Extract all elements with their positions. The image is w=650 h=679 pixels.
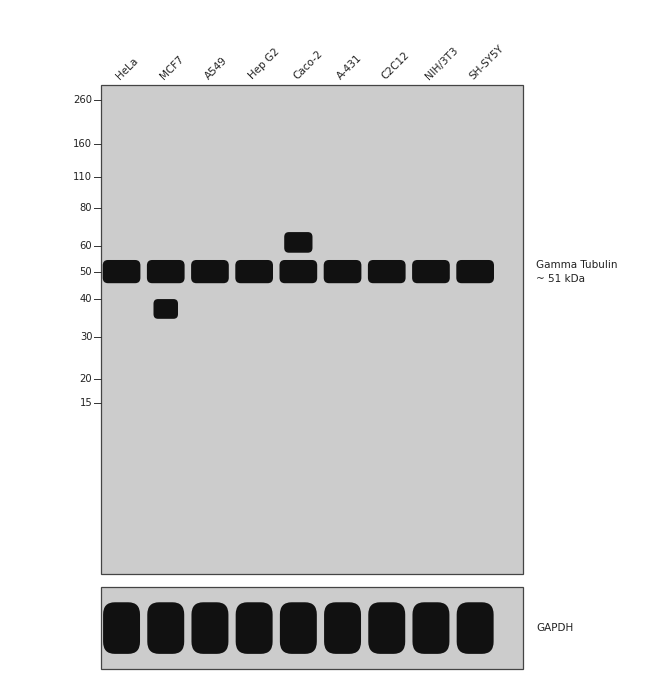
FancyBboxPatch shape: [236, 602, 272, 654]
FancyBboxPatch shape: [413, 602, 449, 654]
Text: Gamma Tubulin
~ 51 kDa: Gamma Tubulin ~ 51 kDa: [536, 259, 618, 284]
Text: 20: 20: [80, 374, 92, 384]
FancyBboxPatch shape: [456, 260, 494, 283]
FancyBboxPatch shape: [284, 232, 313, 253]
Text: Hep G2: Hep G2: [247, 47, 281, 81]
Text: 30: 30: [80, 333, 92, 342]
FancyBboxPatch shape: [368, 260, 406, 283]
FancyBboxPatch shape: [153, 299, 178, 319]
Text: 160: 160: [73, 139, 92, 149]
FancyBboxPatch shape: [192, 602, 228, 654]
Text: 110: 110: [73, 172, 92, 182]
FancyBboxPatch shape: [412, 260, 450, 283]
Text: MCF7: MCF7: [159, 54, 186, 81]
Text: HeLa: HeLa: [114, 56, 140, 81]
Text: 260: 260: [73, 96, 92, 105]
Text: 50: 50: [80, 267, 92, 276]
FancyBboxPatch shape: [457, 602, 493, 654]
FancyBboxPatch shape: [324, 602, 361, 654]
FancyBboxPatch shape: [191, 260, 229, 283]
Text: 15: 15: [79, 399, 92, 408]
Text: A549: A549: [203, 55, 229, 81]
Text: SH-SY5Y: SH-SY5Y: [468, 43, 506, 81]
Text: 80: 80: [80, 204, 92, 213]
FancyBboxPatch shape: [148, 602, 184, 654]
Bar: [101, 85, 523, 574]
Text: C2C12: C2C12: [380, 50, 411, 81]
Text: A-431: A-431: [335, 53, 364, 81]
FancyBboxPatch shape: [369, 602, 405, 654]
Text: NIH/3T3: NIH/3T3: [424, 45, 460, 81]
FancyBboxPatch shape: [324, 260, 361, 283]
Text: 60: 60: [80, 241, 92, 251]
Text: GAPDH: GAPDH: [536, 623, 573, 633]
FancyBboxPatch shape: [103, 602, 140, 654]
Text: Caco-2: Caco-2: [291, 49, 324, 81]
Bar: [101, 587, 523, 669]
FancyBboxPatch shape: [103, 260, 140, 283]
FancyBboxPatch shape: [280, 602, 317, 654]
Text: 40: 40: [80, 295, 92, 304]
FancyBboxPatch shape: [280, 260, 317, 283]
FancyBboxPatch shape: [147, 260, 185, 283]
FancyBboxPatch shape: [235, 260, 273, 283]
